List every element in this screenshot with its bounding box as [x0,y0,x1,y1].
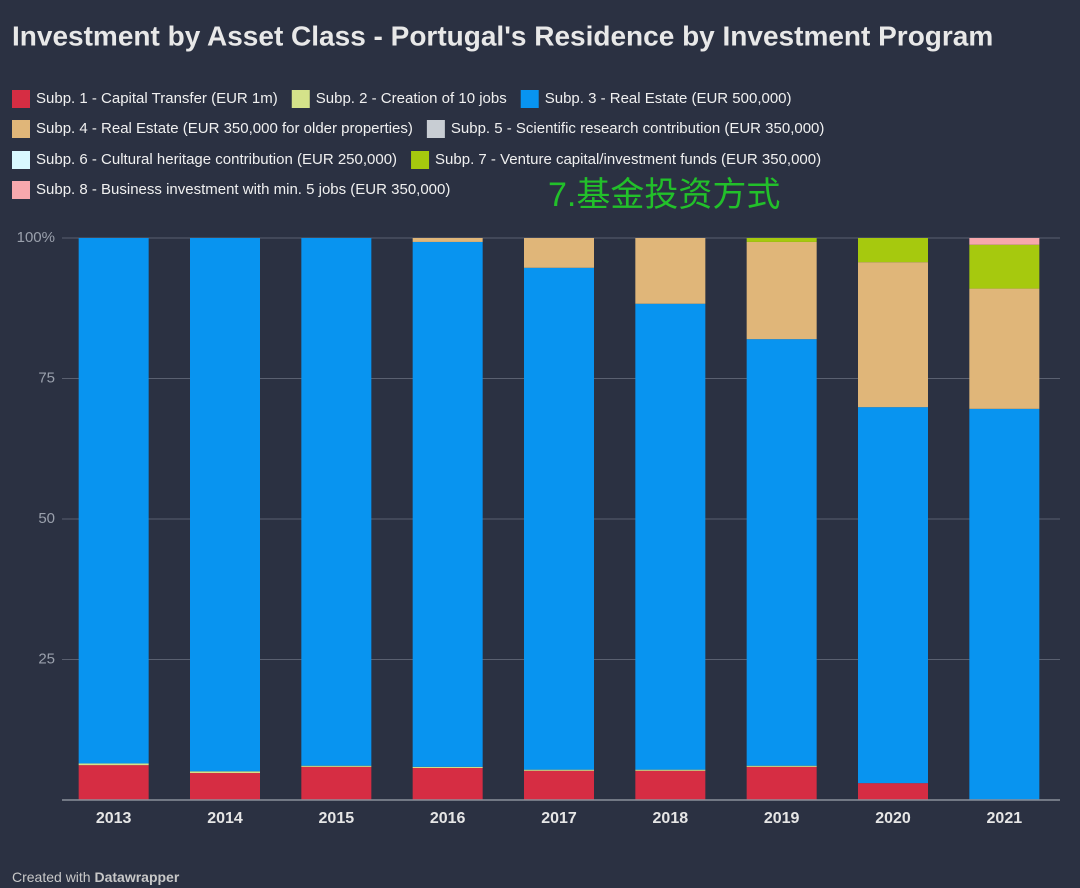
bar-segment [190,238,260,772]
x-tick-label: 2019 [764,810,800,827]
legend-swatch [12,90,30,108]
legend-label: Subp. 5 - Scientific research contributi… [451,120,825,137]
bar-segment [412,767,483,800]
y-tick-label: 100% [17,229,55,246]
y-tick-label: 75 [38,369,55,386]
y-tick-label: 25 [38,650,55,667]
legend-swatch [520,90,539,108]
legend-label: Subp. 3 - Real Estate (EUR 500,000) [545,90,792,107]
bar-segment [78,763,149,766]
bar-segment [635,769,706,771]
legend-label: Subp. 6 - Cultural heritage contribution… [36,151,397,168]
legend-label: Subp. 4 - Real Estate (EUR 350,000 for o… [36,120,413,137]
bar-segment [524,770,594,800]
legend-swatch [411,151,430,169]
legend-swatch [12,151,30,169]
bar-segment [524,267,594,770]
bar-segment [301,765,372,767]
legend-label: Subp. 7 - Venture capital/investment fun… [435,151,821,168]
bar-segment [746,339,817,766]
legend-label: Subp. 8 - Business investment with min. … [36,181,450,198]
bar-segment [746,765,817,767]
bar-segment [746,766,817,800]
bar-segment [858,783,928,800]
bar-segment [858,407,928,784]
x-tick-label: 2014 [207,810,243,827]
bar-segment [412,766,483,768]
bar-segment [412,238,483,242]
y-tick-label: 50 [38,510,55,527]
bar-segment [635,303,706,770]
credit: Created with Datawrapper [12,869,180,885]
bar-segment [746,238,817,242]
legend-swatch [426,120,445,138]
legend-swatch [12,120,30,138]
x-tick-label: 2018 [653,810,689,827]
legend-swatch [291,90,310,108]
bar-segment [858,238,928,263]
bar-segment [524,769,594,771]
legend-label: Subp. 2 - Creation of 10 jobs [316,90,507,107]
bar-segment [635,770,706,800]
bar-segment [78,238,149,764]
bar-segment [412,241,483,767]
bar-segment [78,765,149,800]
x-tick-label: 2013 [96,810,132,827]
credit-brand: Datawrapper [94,869,179,885]
bar-segment [635,238,706,304]
chart-title: Investment by Asset Class - Portugal's R… [12,20,993,51]
bar-segment [190,773,260,800]
bar-segment [190,771,260,774]
annotation: 7.基金投资方式 [548,176,780,214]
bar-segment [969,244,1040,289]
bar-segment [969,238,1040,245]
x-tick-label: 2015 [319,810,355,827]
bar-segment [858,262,928,408]
x-tick-label: 2020 [875,810,911,827]
x-tick-label: 2016 [430,810,466,827]
bar-segment [301,766,372,800]
legend-label: Subp. 1 - Capital Transfer (EUR 1m) [36,90,278,107]
legend-swatch [12,181,30,199]
x-tick-label: 2017 [541,810,577,827]
x-tick-label: 2021 [987,810,1023,827]
credit-prefix: Created with [12,869,91,885]
bar-segment [301,238,372,766]
bar-segment [969,408,1040,800]
bar-segment [746,241,817,340]
bar-segment [969,288,1040,409]
bar-segment [524,238,594,268]
